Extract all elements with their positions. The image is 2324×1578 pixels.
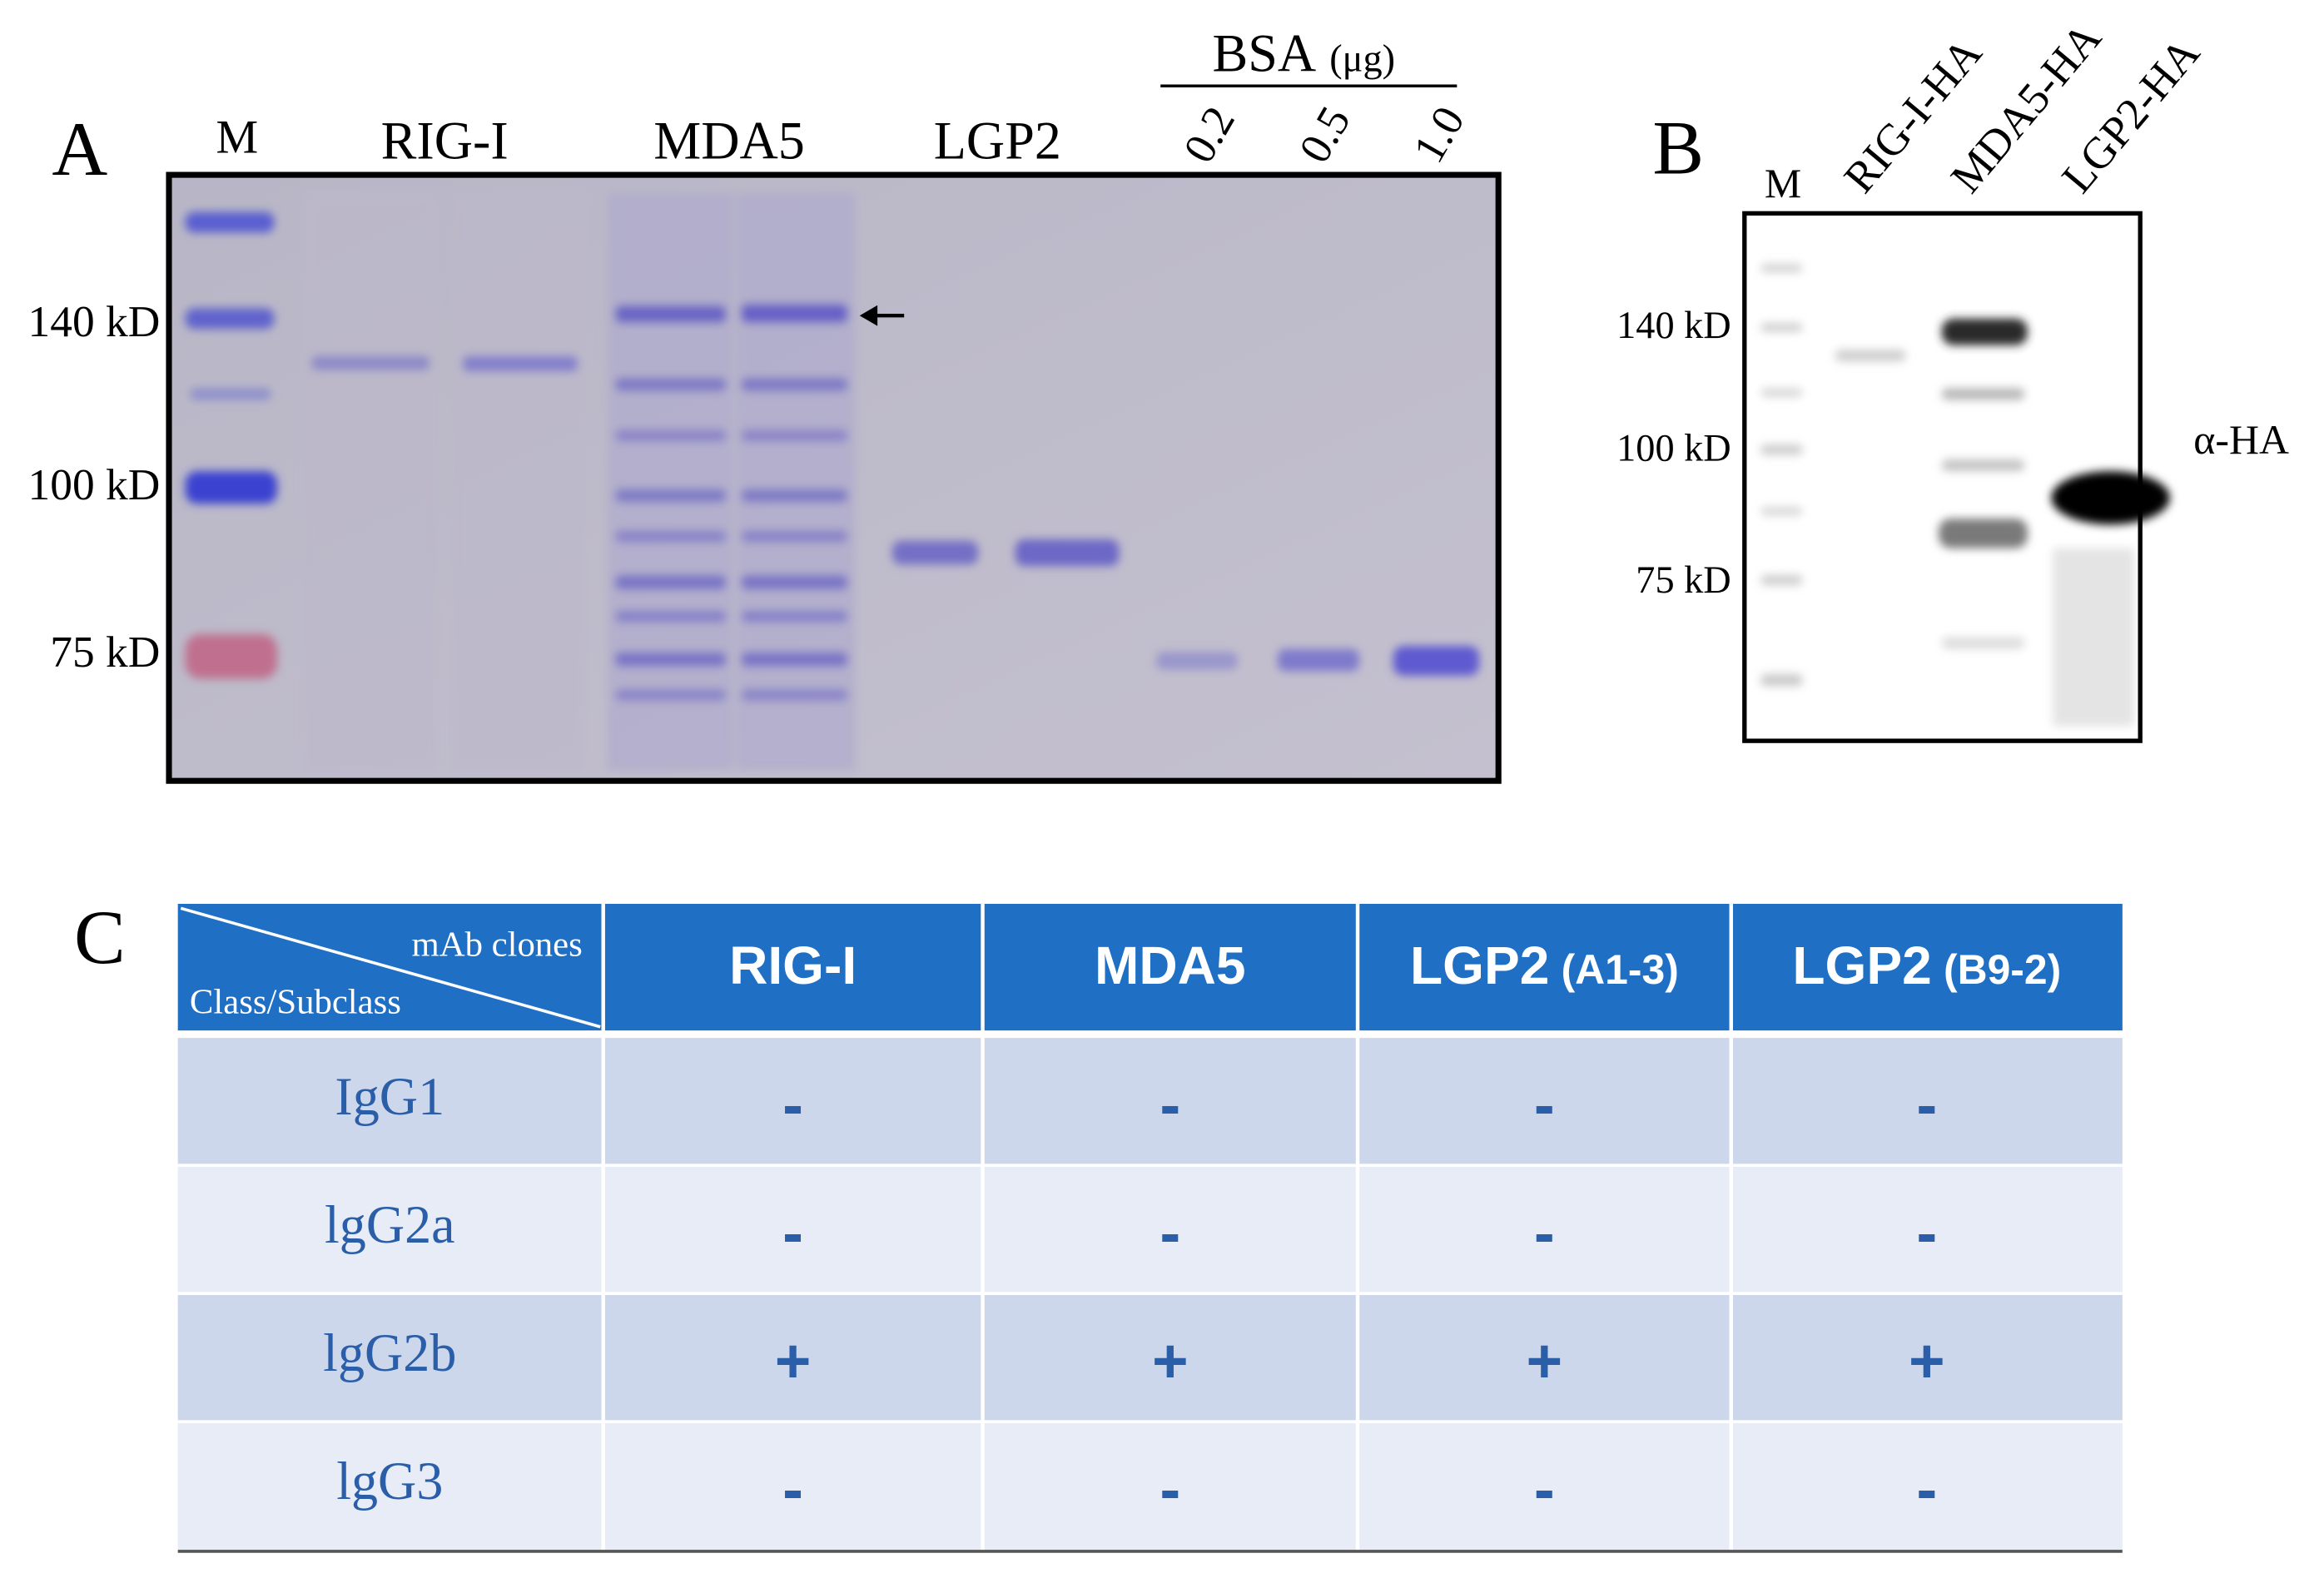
cell: - xyxy=(1916,1198,1937,1268)
cell: + xyxy=(1909,1326,1945,1396)
mw-label: 100 kD xyxy=(28,459,161,509)
column-name: RIG-I xyxy=(729,935,857,995)
lane-label: RIG-I xyxy=(381,111,509,170)
bsa-amount: 0.2 xyxy=(1174,98,1244,171)
row-label: lgG2b xyxy=(323,1323,456,1382)
lane-label: M xyxy=(216,111,259,163)
bsa-amount: 1.0 xyxy=(1403,98,1474,171)
column-name: MDA5 xyxy=(1095,935,1246,995)
header-row xyxy=(177,903,2123,1032)
mw-label: 140 kD xyxy=(28,296,161,346)
lane-label: M xyxy=(1765,161,1801,206)
table-row xyxy=(177,1422,2123,1551)
column-header: MDA5 xyxy=(1095,935,1246,995)
mw-label: 140 kD xyxy=(1616,305,1731,347)
panel-label: A xyxy=(52,107,107,192)
cell: + xyxy=(1152,1326,1189,1396)
table: mAb clones Class/Subclass IgG1 - - - - lgG2a -… xyxy=(177,903,2123,1553)
header-diagonal xyxy=(180,906,601,1029)
column-header: LGP2 (B9-2) xyxy=(1792,935,2061,995)
header-top: mAb clones xyxy=(411,925,582,964)
panel-label: C xyxy=(74,896,126,980)
gel-image xyxy=(166,171,1502,784)
table-row xyxy=(177,1037,2123,1166)
cell: - xyxy=(782,1069,803,1139)
cell: - xyxy=(1534,1069,1555,1139)
column-header: LGP2 (A1-3) xyxy=(1410,935,1679,995)
mw-label: 75 kD xyxy=(50,627,160,677)
column-clone: (A1-3) xyxy=(1562,946,1679,993)
lane-label: MDA5 xyxy=(653,111,805,170)
column-name: LGP2 xyxy=(1792,935,1931,995)
bsa-title: BSA (μg) xyxy=(1213,23,1395,82)
cell: - xyxy=(782,1454,803,1524)
bsa-unit: (μg) xyxy=(1329,37,1395,80)
column-name: LGP2 xyxy=(1410,935,1549,995)
cell: - xyxy=(782,1198,803,1268)
cell: - xyxy=(1160,1069,1180,1139)
lane-label: LGP2 xyxy=(934,111,1061,170)
blot-image xyxy=(1742,211,2170,743)
column-clone: (B9-2) xyxy=(1944,946,2061,993)
row-label: IgG1 xyxy=(335,1067,444,1126)
column-header: RIG-I xyxy=(729,935,857,995)
row-label: lgG2a xyxy=(325,1195,455,1254)
cell: - xyxy=(1160,1198,1180,1268)
cell: - xyxy=(1916,1454,1937,1524)
bsa-amount: 0.5 xyxy=(1289,98,1360,171)
cell: + xyxy=(1527,1326,1563,1396)
bsa-title-text: BSA xyxy=(1213,23,1317,82)
table-row xyxy=(177,1165,2123,1294)
header-bottom: Class/Subclass xyxy=(190,983,401,1022)
table-row xyxy=(177,1293,2123,1422)
cell: + xyxy=(775,1326,812,1396)
cell: - xyxy=(1534,1454,1555,1524)
mw-label: 100 kD xyxy=(1616,428,1731,470)
cell: - xyxy=(1534,1198,1555,1268)
row-label: lgG3 xyxy=(336,1451,443,1511)
arrow xyxy=(859,305,905,326)
cell: - xyxy=(1160,1454,1180,1524)
mw-label: 75 kD xyxy=(1636,559,1731,602)
cell: - xyxy=(1916,1069,1937,1139)
antibody-label: α-HA xyxy=(2193,417,2289,463)
panel-label: B xyxy=(1652,106,1704,191)
